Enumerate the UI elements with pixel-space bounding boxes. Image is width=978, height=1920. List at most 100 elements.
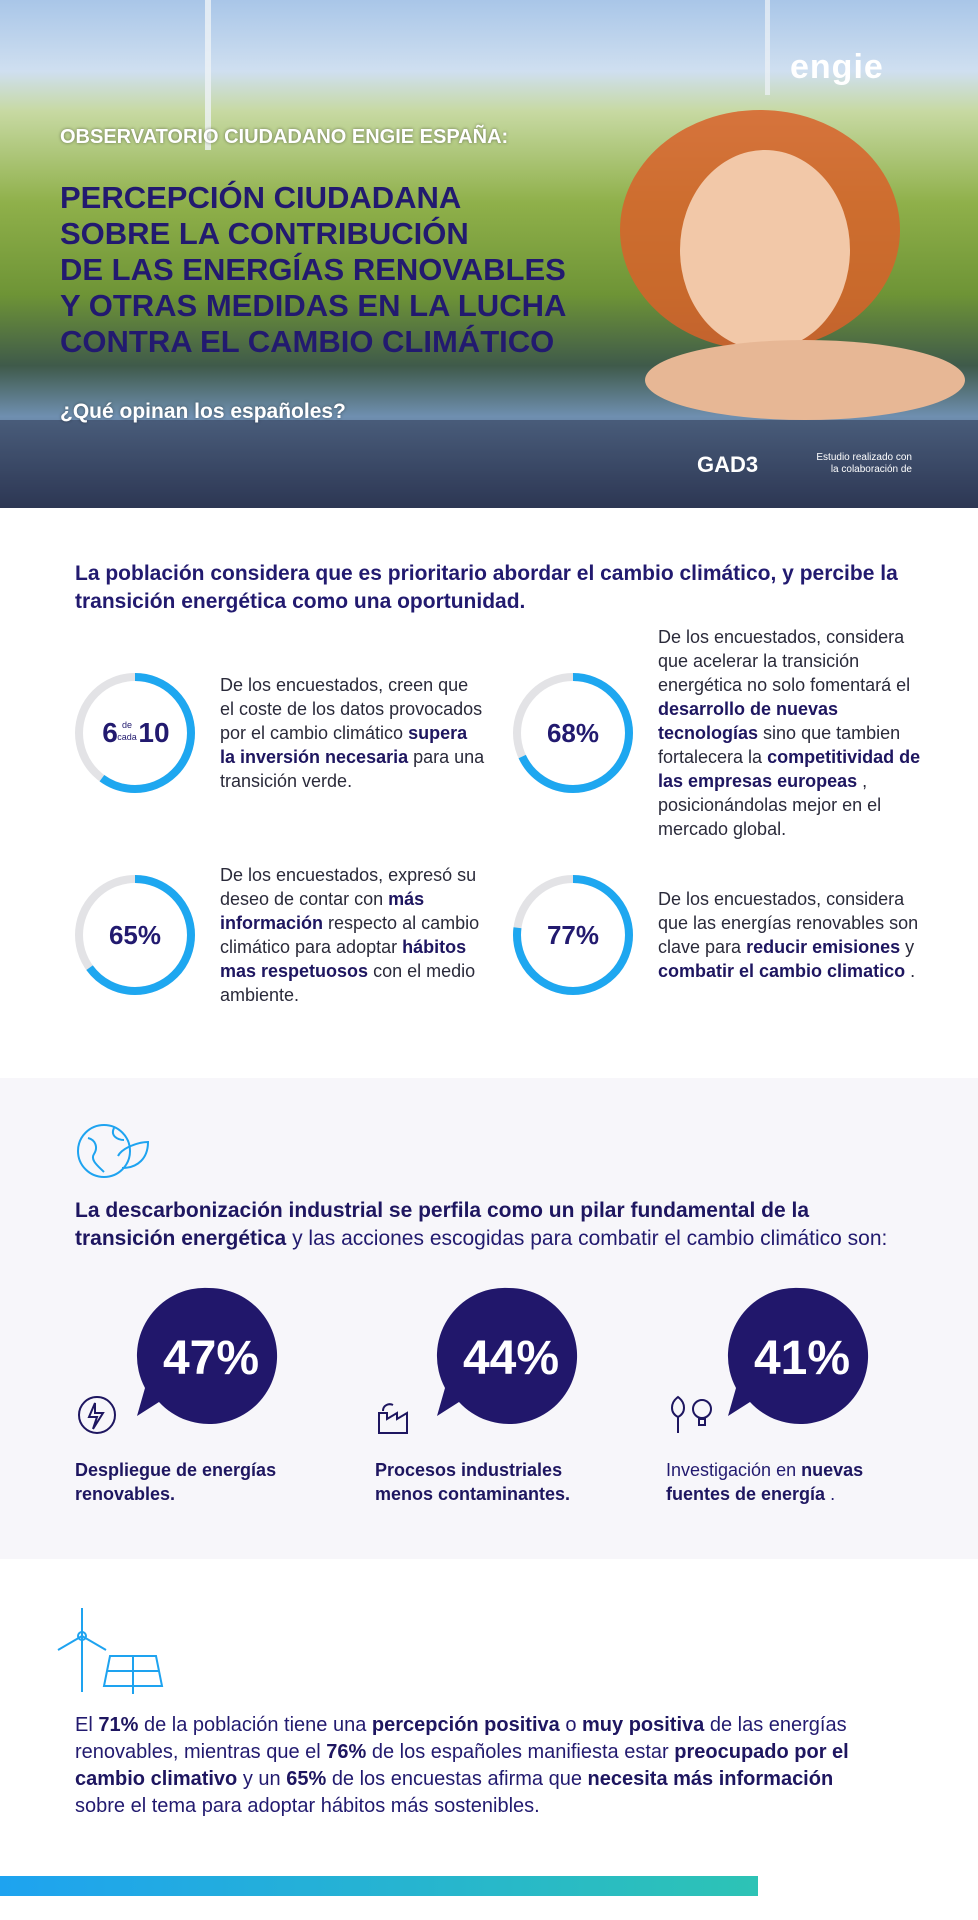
text: Investigación en	[666, 1460, 797, 1480]
donut-arc	[513, 673, 633, 793]
bold-text: percepción positiva	[371, 1714, 560, 1736]
bold-text: competitividad de las empresas europeas	[658, 747, 921, 791]
stat-text: De los encuestados, considera que las en…	[658, 887, 923, 983]
bold-text: necesita más información	[587, 1768, 834, 1790]
text: con el medio ambiente.	[220, 961, 476, 1005]
bold-text: desarrollo de nuevas tecnologías	[658, 699, 839, 743]
text: De los encuestados, considera que aceler…	[658, 627, 911, 695]
bold-text: Despliegue de energías renovables.	[75, 1460, 277, 1504]
stat-connector: cada	[117, 732, 137, 742]
text: De los encuestados, expresó su deseo de …	[220, 865, 477, 909]
section-heading: La población considera que es prioritari…	[75, 562, 898, 613]
text: de los españoles manifiesta estar	[371, 1741, 669, 1763]
stat-total: 10	[138, 717, 169, 748]
bold-text: preocupado por el cambio climativo	[75, 1741, 849, 1790]
text: El	[75, 1714, 93, 1736]
globe-icon	[77, 1124, 150, 1178]
text: de los encuestas afirma que	[331, 1768, 582, 1790]
bold-text: hábitos mas respetuosos	[220, 937, 467, 981]
text: y un	[242, 1768, 281, 1790]
footer-bar	[0, 1876, 758, 1896]
text: para una transición verde.	[220, 747, 485, 791]
bold-text: supera la inversión necesaria	[220, 723, 468, 767]
question: ¿Qué opinan los españoles?	[60, 400, 346, 423]
bold-text: 65%	[286, 1768, 327, 1790]
text: sino que tambien fortalecera la	[658, 723, 901, 767]
stat-number: 6	[102, 717, 118, 748]
donut: 65%	[75, 875, 195, 995]
stat-text: De los encuestados, creen que el coste d…	[220, 673, 485, 793]
donut-arc	[513, 875, 633, 995]
stat-text: De los encuestados, considera que aceler…	[658, 625, 923, 841]
bold-text: nuevas fuentes de energía	[666, 1460, 864, 1504]
speech-bubble: 47%	[136, 1287, 278, 1424]
bubble-shape	[136, 1287, 278, 1424]
text: y	[905, 937, 915, 957]
partner-logo: GAD3	[697, 452, 759, 477]
text: respecto al cambio climático para adopta…	[220, 913, 480, 957]
text: De los encuestados, considera que las en…	[658, 889, 919, 957]
logo: engie	[790, 48, 884, 86]
speech-bubble: 41%	[727, 1287, 869, 1424]
section-heading: La descarbonización industrial se perfil…	[75, 1197, 905, 1253]
action-icon	[78, 1396, 116, 1434]
action-icon	[671, 1395, 712, 1433]
donut-arc	[75, 673, 195, 793]
bold-text: 71%	[98, 1714, 139, 1736]
action-label: Procesos industriales menos contaminante…	[375, 1458, 625, 1506]
stat: 65% De los encuestados, expresó su deseo …	[70, 850, 490, 1020]
hero-art	[0, 0, 978, 508]
bold-text: muy positiva	[582, 1714, 705, 1736]
text: o	[565, 1714, 577, 1736]
stat-connector: de	[122, 720, 132, 730]
stat-label: 68%	[547, 718, 599, 748]
stat: 77% De los encuestados, considera que las…	[508, 850, 928, 1020]
title-line: DE LAS ENERGÍAS RENOVABLES	[60, 252, 566, 287]
stat-text: De los encuestados, expresó su deseo de …	[220, 863, 485, 1007]
action-percent: 44%	[463, 1332, 559, 1385]
action-label: Despliegue de energías renovables.	[75, 1458, 325, 1506]
title-line: PERCEPCIÓN CIUDADANA	[60, 180, 462, 215]
title-line: CONTRA EL CAMBIO CLIMÁTICO	[60, 324, 555, 359]
summary-paragraph: El 71% de la población tiene una percepc…	[75, 1712, 885, 1820]
text: .	[830, 1484, 836, 1504]
bold-text: combatir el cambio climatico	[658, 961, 906, 981]
bubble-shape	[436, 1287, 578, 1424]
renewables-icon	[57, 1608, 164, 1694]
stat: 68% De los encuestados, considera que ace…	[508, 627, 928, 839]
bold-text: Procesos industriales menos contaminante…	[375, 1460, 571, 1504]
stat-label: 65%	[109, 920, 161, 950]
stat: 6 de cada 10 De los encuestados, creen que e…	[70, 648, 490, 818]
title-line: SOBRE LA CONTRIBUCIÓN	[60, 216, 469, 251]
donut: 6 de cada 10	[75, 673, 195, 793]
text: de las energías renovables, mientras que…	[75, 1714, 847, 1763]
donut-arc	[75, 875, 195, 995]
action-percent: 41%	[754, 1332, 850, 1385]
bold-text: más información	[220, 889, 425, 933]
text: De los encuestados, creen que el coste d…	[220, 675, 483, 743]
kicker: OBSERVATORIO CIUDADANO ENGIE ESPAÑA:	[60, 126, 509, 148]
speech-bubble: 44%	[436, 1287, 578, 1424]
hero-title: PERCEPCIÓN CIUDADANA SOBRE LA CONTRIBUCI…	[60, 180, 566, 360]
action-label: Investigación en nuevas fuentes de energ…	[666, 1458, 916, 1506]
note-line: Estudio realizado con	[816, 452, 912, 463]
stat-label: 77%	[547, 920, 599, 950]
text: , posicionándolas mejor en el mercado gl…	[658, 771, 882, 839]
bubble-shape	[727, 1287, 869, 1424]
text: de la población tiene una	[143, 1714, 367, 1736]
note-line: la colaboración de	[830, 464, 912, 475]
donut: 77%	[513, 875, 633, 995]
text: y las acciones escogidas para combatir e…	[292, 1227, 888, 1250]
bold-text: reducir emisiones	[746, 937, 901, 957]
bold-text: 76%	[326, 1741, 367, 1763]
partner-note: Estudio realizado con la colaboración de	[790, 452, 912, 476]
text: .	[910, 961, 916, 981]
bold-text: La descarbonización industrial se perfil…	[75, 1199, 809, 1250]
text: sobre el tema para adoptar hábitos más s…	[75, 1795, 540, 1817]
action-percent: 47%	[163, 1332, 259, 1385]
hero-banner: engie OBSERVATORIO CIUDADANO ENGIE ESPAÑ…	[0, 0, 978, 508]
action-icon	[378, 1403, 408, 1434]
title-line: Y OTRAS MEDIDAS EN LA LUCHA	[60, 288, 567, 323]
